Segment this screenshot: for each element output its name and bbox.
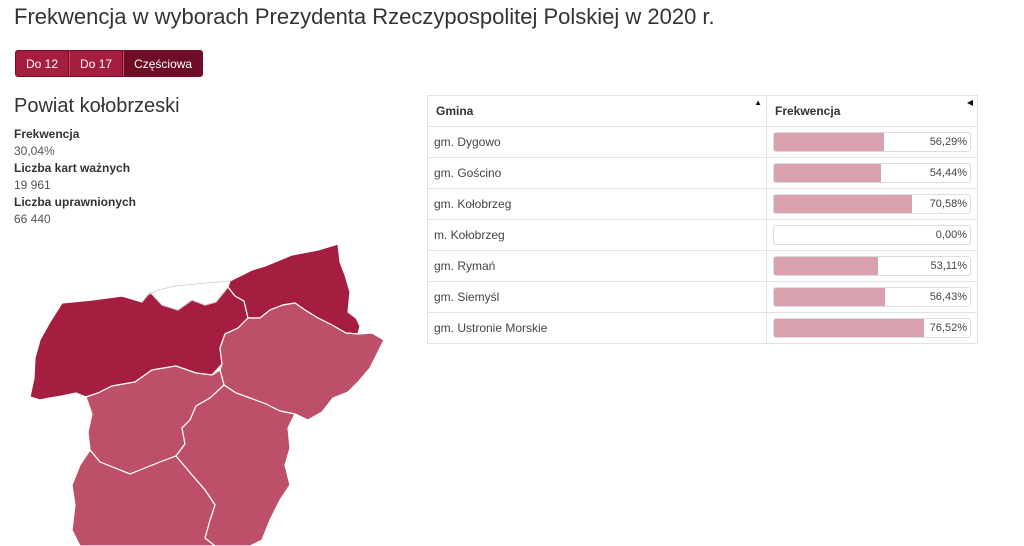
column-header-gmina-label: Gmina	[436, 104, 474, 118]
region-stats: Frekwencja 30,04% Liczba kart ważnych 19…	[14, 126, 136, 228]
frekwencja-bar-fill	[774, 133, 885, 151]
frekwencja-cell: 56,29%	[766, 126, 978, 158]
results-table: Gmina ▲ Frekwencja ◀ gm. Dygowo 56,29% gm.…	[427, 95, 978, 344]
frekwencja-bar-fill	[774, 288, 885, 306]
frekwencja-bar-fill	[774, 164, 881, 182]
column-header-frekwencja-label: Frekwencja	[775, 104, 841, 118]
frekwencja-cell: 70,58%	[766, 188, 978, 220]
table-row: gm. Gościno 54,44%	[427, 157, 978, 189]
filter-button-do-17[interactable]: Do 17	[69, 50, 124, 77]
table-row: gm. Ustronie Morskie 76,52%	[427, 312, 978, 344]
frekwencja-bar-fill	[774, 195, 913, 213]
frekwencja-cell: 56,43%	[766, 281, 978, 313]
sort-left-icon[interactable]: ◀	[966, 98, 973, 107]
table-row: gm. Siemyśl 56,43%	[427, 281, 978, 313]
frekwencja-value: 0,00%	[935, 229, 967, 241]
stat-label-karty-wazne: Liczba kart ważnych	[14, 161, 131, 175]
frekwencja-cell: 53,11%	[766, 250, 978, 282]
frekwencja-value: 54,44%	[929, 167, 967, 179]
time-filter-buttons: Do 12 Do 17 Częściowa	[15, 50, 204, 77]
sort-up-icon[interactable]: ▲	[754, 98, 762, 107]
frekwencja-bar: 76,52%	[773, 318, 971, 338]
frekwencja-cell: 76,52%	[766, 312, 978, 344]
gmina-name-cell: m. Kołobrzeg	[427, 219, 767, 251]
table-body: gm. Dygowo 56,29% gm. Gościno 54,44% gm. Koł…	[427, 126, 978, 344]
stat-value-uprawnieni: 66 440	[14, 212, 51, 226]
map-region-gm-ryman[interactable]	[71, 448, 216, 546]
table-row: gm. Rymań 53,11%	[427, 250, 978, 282]
region-name: Powiat kołobrzeski	[14, 95, 180, 117]
gmina-name-cell: gm. Rymań	[427, 250, 767, 282]
frekwencja-bar: 54,44%	[773, 163, 971, 183]
gmina-name-cell: gm. Ustronie Morskie	[427, 312, 767, 344]
frekwencja-bar-fill	[774, 319, 924, 337]
frekwencja-bar: 56,29%	[773, 132, 971, 152]
frekwencja-value: 76,52%	[929, 322, 967, 334]
column-header-frekwencja[interactable]: Frekwencja ◀	[766, 95, 978, 127]
frekwencja-value: 56,43%	[929, 291, 967, 303]
gmina-name-cell: gm. Kołobrzeg	[427, 188, 767, 220]
frekwencja-bar-fill	[774, 257, 879, 275]
frekwencja-value: 56,29%	[929, 136, 967, 148]
frekwencja-value: 53,11%	[930, 260, 968, 272]
stat-label-uprawnieni: Liczba uprawnionych	[14, 195, 137, 209]
column-header-gmina[interactable]: Gmina ▲	[427, 95, 767, 127]
filter-button-czesciowa[interactable]: Częściowa	[123, 50, 204, 77]
gmina-name-cell: gm. Gościno	[427, 157, 767, 189]
frekwencja-bar: 56,43%	[773, 287, 971, 307]
table-row: m. Kołobrzeg 0,00%	[427, 219, 978, 251]
district-map	[29, 243, 385, 546]
gmina-name-cell: gm. Dygowo	[427, 126, 767, 158]
table-row: gm. Kołobrzeg 70,58%	[427, 188, 978, 220]
frekwencja-bar: 0,00%	[773, 225, 971, 245]
frekwencja-cell: 0,00%	[766, 219, 978, 251]
table-row: gm. Dygowo 56,29%	[427, 126, 978, 158]
filter-button-do-12[interactable]: Do 12	[15, 50, 70, 77]
stat-value-karty-wazne: 19 961	[14, 178, 51, 192]
frekwencja-cell: 54,44%	[766, 157, 978, 189]
table-header-row: Gmina ▲ Frekwencja ◀	[427, 95, 978, 127]
gmina-name-cell: gm. Siemyśl	[427, 281, 767, 313]
page-title: Frekwencja w wyborach Prezydenta Rzeczyp…	[14, 4, 715, 29]
frekwencja-value: 70,58%	[929, 198, 967, 210]
frekwencja-bar: 70,58%	[773, 194, 971, 214]
map-region-gm-siemysl[interactable]	[175, 384, 296, 546]
stat-label-frekwencja: Frekwencja	[14, 127, 80, 141]
stat-value-frekwencja: 30,04%	[14, 144, 55, 158]
frekwencja-bar: 53,11%	[773, 256, 971, 276]
